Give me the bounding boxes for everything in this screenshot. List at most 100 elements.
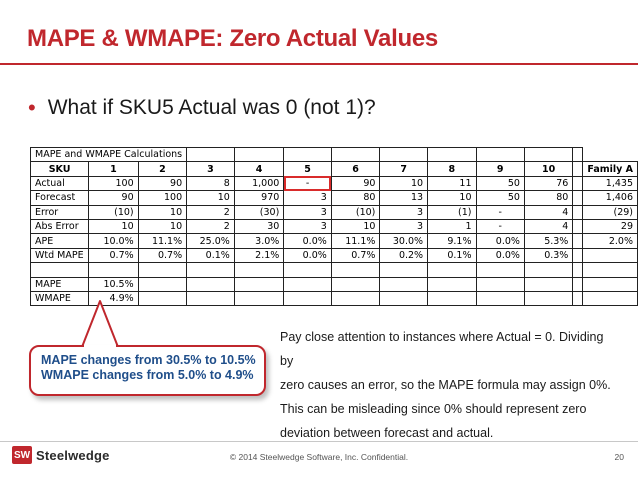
highlighted-zero-cell: - [283,175,332,192]
column-header: 1 [88,161,139,177]
table-cell: 1,406 [582,190,638,206]
summary-row: WMAPE 4.9% [29,290,638,307]
note-line: This can be misleading since 0% should r… [280,402,587,416]
row-label: Wtd MAPE [29,247,90,264]
table-cell: 10 [137,204,188,220]
table-cell: 0.0% [475,247,525,264]
table-cell: 76 [523,175,574,192]
steelwedge-logo: SW Steelwedge [12,446,110,464]
table-row: Forecast 90 100 10 970 3 80 13 10 50 80 … [29,190,638,206]
table-cell: 90 [88,190,139,206]
table-cell: 0.7% [330,247,381,264]
note-line: zero causes an error, so the MAPE formul… [280,378,611,392]
table-row: Error (10) 10 2 (30) 3 (10) 3 (1) - 4 (2… [29,204,638,220]
bullet-text: What if SKU5 Actual was 0 (not 1)? [47,96,376,119]
table-cell: 50 [475,190,525,206]
table-cell: 25.0% [186,233,235,249]
table-cell: (10) [330,204,381,220]
row-label: Forecast [29,190,90,206]
table-cell: 11.1% [137,233,188,249]
row-label: Error [29,204,90,220]
column-header: 4 [233,161,285,177]
column-header: 8 [427,161,477,177]
table-cell: 90 [137,175,188,192]
column-header: 3 [186,161,235,177]
title-divider [0,63,638,65]
slide-title: MAPE & WMAPE: Zero Actual Values [27,25,438,52]
table-cell: 10 [427,190,477,206]
table-spacer-row [29,262,638,278]
table-caption-row: MAPE and WMAPE Calculations [29,146,638,163]
summary-value: 10.5% [88,276,139,292]
explanation-note: Pay close attention to instances where A… [280,325,620,445]
table-cell: - [475,204,525,220]
table-cell: 8 [186,175,235,192]
footer-divider [0,441,638,442]
bullet-point: • What if SKU5 Actual was 0 (not 1)? [28,96,376,120]
summary-value: 4.9% [88,290,139,307]
table-cell: 970 [233,190,285,206]
table-cell: 100 [88,175,139,192]
callout-box: MAPE changes from 30.5% to 10.5% WMAPE c… [29,345,266,396]
column-header: Family A [582,161,638,177]
table-cell: 80 [330,190,381,206]
table-row: Abs Error 10 10 2 30 3 10 3 1 - 4 29 [29,218,638,235]
row-label: APE [29,233,90,249]
summary-label: WMAPE [29,290,90,307]
table-cell: 11.1% [330,233,381,249]
table-cell: 0.1% [186,247,235,264]
table-cell: 10 [379,175,429,192]
table-cell: 5.3% [523,233,574,249]
table-cell: 0.0% [283,233,332,249]
table-cell: 3 [379,204,429,220]
logo-wordmark: Steelwedge [36,447,110,463]
table-header-row: SKU 1 2 3 4 5 6 7 8 9 10 Family A [29,161,638,177]
note-line: Pay close attention to instances where A… [280,330,604,368]
page-number: 20 [614,452,624,462]
table-cell: 10 [330,218,381,235]
column-header: 6 [330,161,381,177]
table-cell: 0.0% [283,247,332,264]
table-cell: 2 [186,204,235,220]
table-cell: 0.7% [137,247,188,264]
table-cell: 0.2% [379,247,429,264]
row-label: Actual [29,175,90,192]
table-cell: 0.3% [523,247,574,264]
logo-mark-icon: SW [12,446,32,464]
note-line: deviation between forecast and actual. [280,426,494,440]
column-header: 7 [379,161,429,177]
table-cell: 30 [233,218,285,235]
table-cell: 1,435 [582,175,638,192]
table-cell: (29) [582,204,638,220]
table-cell: 10 [137,218,188,235]
table-row: APE 10.0% 11.1% 25.0% 3.0% 0.0% 11.1% 30… [29,233,638,249]
table-cell: 10 [88,218,139,235]
table-cell: 3 [283,190,332,206]
table-cell: (10) [88,204,139,220]
table-cell: 4 [523,218,574,235]
table-cell: 29 [582,218,638,235]
table-cell: 2.0% [582,233,638,249]
mape-calculation-table: MAPE and WMAPE Calculations SKU 1 2 3 4 … [29,146,638,307]
column-header: 9 [475,161,525,177]
table-cell: 1 [427,218,477,235]
table-cell: 11 [427,175,477,192]
copyright-notice: © 2014 Steelwedge Software, Inc. Confide… [229,452,409,462]
table-cell: 3.0% [233,233,285,249]
table-caption: MAPE and WMAPE Calculations [29,146,188,163]
table-cell: 10.0% [88,233,139,249]
table-cell: 3 [379,218,429,235]
table-cell: 50 [475,175,525,192]
column-header: 10 [523,161,574,177]
callout-line: WMAPE changes from 5.0% to 4.9% [41,368,254,382]
column-header: SKU [29,161,90,177]
callout-line: MAPE changes from 30.5% to 10.5% [41,353,256,367]
table-cell: - [475,218,525,235]
table-cell: 3 [283,218,332,235]
table-cell: 9.1% [427,233,477,249]
table-cell: 2 [186,218,235,235]
column-header: 5 [283,161,332,177]
table-cell: 80 [523,190,574,206]
table-cell: 30.0% [379,233,429,249]
table-cell: 0.0% [475,233,525,249]
